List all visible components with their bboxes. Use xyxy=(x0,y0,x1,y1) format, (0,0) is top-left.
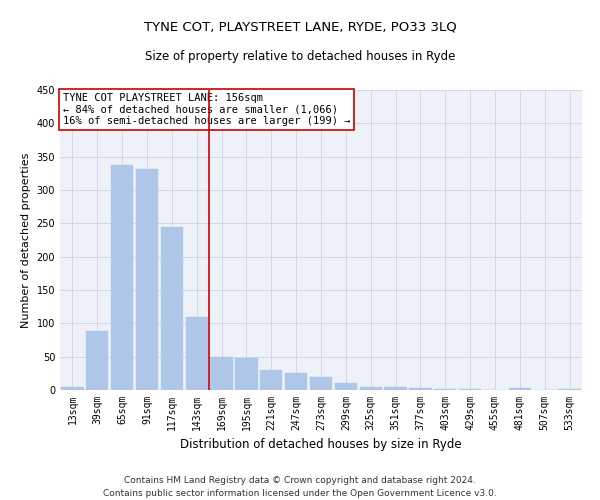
Bar xyxy=(434,388,457,390)
Text: TYNE COT, PLAYSTREET LANE, RYDE, PO33 3LQ: TYNE COT, PLAYSTREET LANE, RYDE, PO33 3L… xyxy=(143,20,457,33)
Bar xyxy=(86,332,109,390)
Bar xyxy=(185,316,208,390)
Bar xyxy=(310,376,332,390)
Text: Contains HM Land Registry data © Crown copyright and database right 2024.
Contai: Contains HM Land Registry data © Crown c… xyxy=(103,476,497,498)
Bar xyxy=(136,168,158,390)
Bar xyxy=(559,388,581,390)
Bar xyxy=(385,388,407,390)
Bar xyxy=(111,164,133,390)
Bar xyxy=(235,358,257,390)
Bar xyxy=(509,388,531,390)
Bar xyxy=(285,374,307,390)
X-axis label: Distribution of detached houses by size in Ryde: Distribution of detached houses by size … xyxy=(180,438,462,452)
Bar xyxy=(359,386,382,390)
Bar xyxy=(260,370,283,390)
Bar xyxy=(211,358,233,390)
Bar xyxy=(61,386,83,390)
Y-axis label: Number of detached properties: Number of detached properties xyxy=(21,152,31,328)
Bar xyxy=(409,388,431,390)
Text: Size of property relative to detached houses in Ryde: Size of property relative to detached ho… xyxy=(145,50,455,63)
Bar xyxy=(161,226,183,390)
Text: TYNE COT PLAYSTREET LANE: 156sqm
← 84% of detached houses are smaller (1,066)
16: TYNE COT PLAYSTREET LANE: 156sqm ← 84% o… xyxy=(62,93,350,126)
Bar xyxy=(335,384,357,390)
